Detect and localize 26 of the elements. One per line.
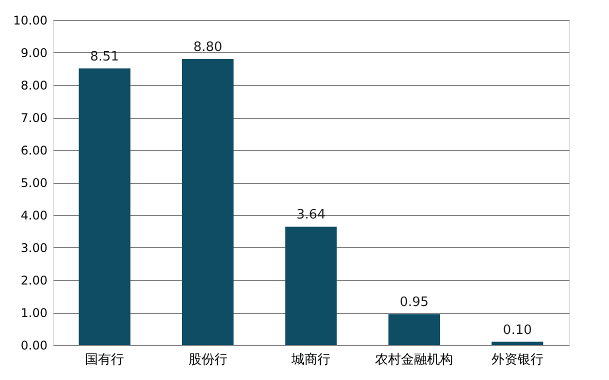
y-tick-label: 3.00: [20, 241, 48, 255]
y-tick-label: 4.00: [20, 208, 48, 222]
y-tick-label: 1.00: [20, 306, 48, 320]
y-tick-label: 9.00: [20, 46, 48, 60]
bar: [182, 59, 234, 345]
y-tick-label: 10.00: [13, 14, 48, 28]
bar: [492, 342, 544, 345]
y-tick-label: 8.00: [20, 78, 48, 92]
data-label: 0.95: [400, 295, 429, 310]
data-label: 8.80: [193, 40, 222, 55]
bar: [285, 226, 337, 345]
x-tick-label: 城商行: [290, 352, 330, 368]
bar: [388, 314, 440, 345]
data-label: 3.64: [296, 208, 326, 223]
y-tick-label: 0.00: [20, 338, 48, 352]
y-tick-label: 5.00: [20, 176, 48, 190]
x-tick-label: 股份行: [188, 352, 228, 368]
y-tick-label: 7.00: [20, 111, 48, 125]
x-tick-label: 外资银行: [491, 352, 544, 368]
x-tick-label: 农村金融机构: [375, 352, 454, 368]
data-label: 0.10: [502, 322, 532, 338]
bar: [78, 68, 130, 345]
x-tick-label: 国有行: [85, 352, 124, 368]
y-tick-label: 2.00: [20, 274, 48, 288]
data-label: 8.51: [90, 49, 120, 64]
y-tick-label: 6.00: [20, 144, 48, 158]
